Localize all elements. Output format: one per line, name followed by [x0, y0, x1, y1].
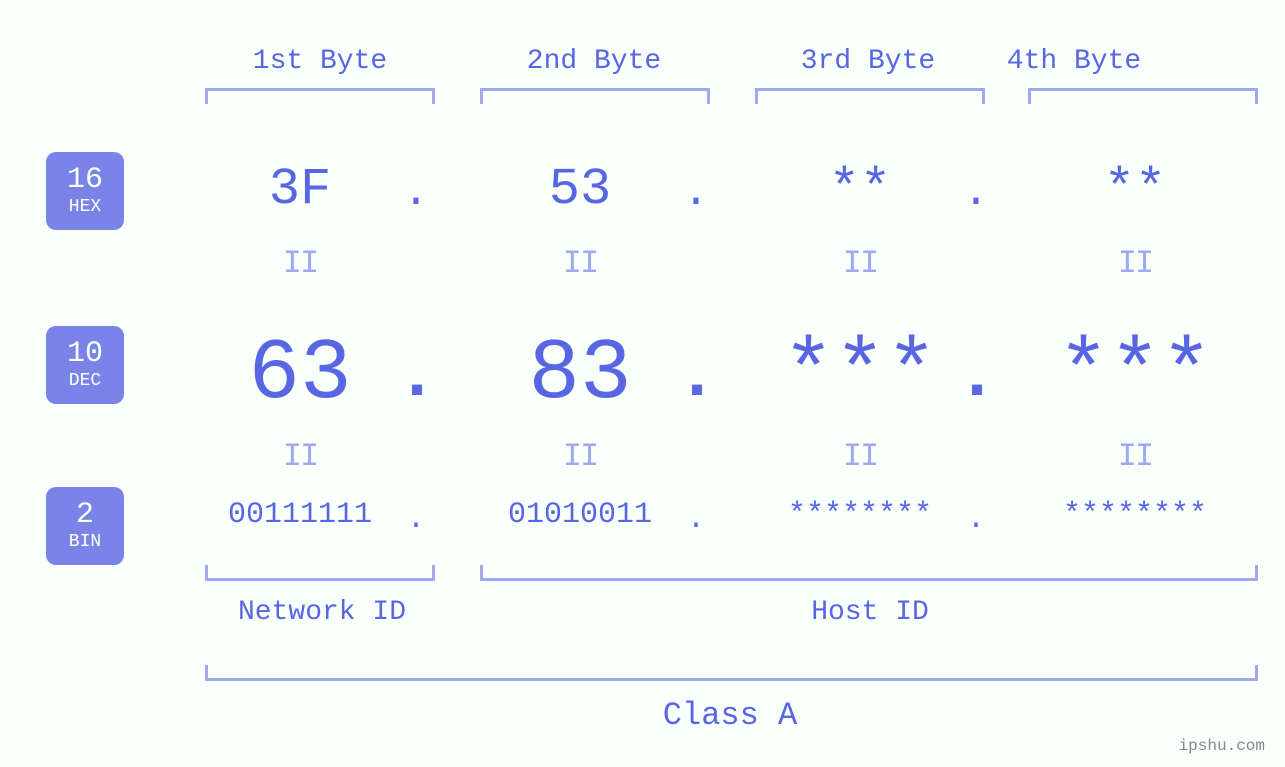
attribution: ipshu.com	[1179, 737, 1265, 755]
bottom-bracket-0	[205, 565, 435, 581]
equals-1-2: II	[550, 438, 610, 475]
equals-0-3: II	[830, 245, 890, 282]
byte-bracket-top-2	[480, 88, 710, 104]
bottom-bracket-1	[480, 565, 1258, 581]
badge-label: HEX	[69, 197, 101, 217]
bin-dot-3: .	[956, 503, 996, 537]
dec-dot-2: .	[676, 338, 716, 417]
bin-byte-4: ********	[995, 498, 1275, 532]
bin-dot-2: .	[676, 503, 716, 537]
byte-bracket-top-1	[205, 88, 435, 104]
bottom-label-2: Class A	[630, 697, 830, 734]
base-badge-hex: 16HEX	[46, 152, 124, 230]
bin-dot-1: .	[396, 503, 436, 537]
equals-1-1: II	[270, 438, 330, 475]
byte-header-3: 3rd Byte	[798, 46, 938, 77]
bottom-bracket-2	[205, 665, 1258, 681]
byte-header-1: 1st Byte	[250, 46, 390, 77]
hex-byte-4: **	[995, 160, 1275, 219]
badge-label: BIN	[69, 532, 101, 552]
badge-num: 2	[76, 500, 94, 530]
base-badge-bin: 2BIN	[46, 487, 124, 565]
hex-dot-2: .	[676, 168, 716, 218]
dec-dot-1: .	[396, 338, 436, 417]
badge-num: 10	[67, 339, 103, 369]
byte-bracket-top-4	[1028, 88, 1258, 104]
dec-byte-4: ***	[995, 325, 1275, 423]
equals-1-4: II	[1105, 438, 1165, 475]
equals-0-4: II	[1105, 245, 1165, 282]
bottom-label-1: Host ID	[780, 597, 960, 628]
bottom-label-0: Network ID	[222, 597, 422, 628]
equals-0-2: II	[550, 245, 610, 282]
dec-dot-3: .	[956, 338, 996, 417]
byte-header-2: 2nd Byte	[524, 46, 664, 77]
hex-dot-3: .	[956, 168, 996, 218]
equals-0-1: II	[270, 245, 330, 282]
hex-dot-1: .	[396, 168, 436, 218]
byte-header-4: 4th Byte	[1004, 46, 1144, 77]
badge-num: 16	[67, 165, 103, 195]
equals-1-3: II	[830, 438, 890, 475]
base-badge-dec: 10DEC	[46, 326, 124, 404]
badge-label: DEC	[69, 371, 101, 391]
byte-bracket-top-3	[755, 88, 985, 104]
